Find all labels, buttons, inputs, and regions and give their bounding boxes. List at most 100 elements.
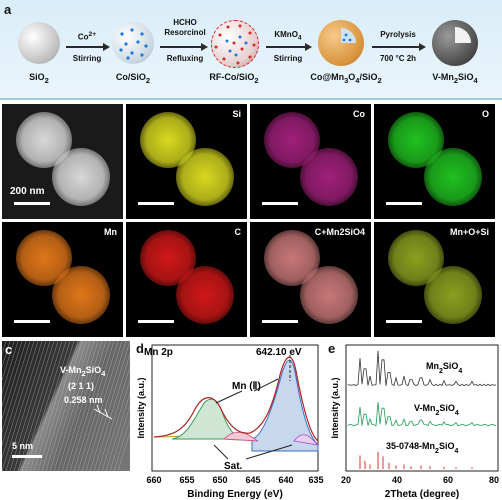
xps-frame bbox=[151, 344, 319, 472]
step2-reagent-2: Resorcinol bbox=[164, 28, 206, 37]
hrtem-d-spacing: 0.258 nm bbox=[64, 395, 103, 405]
eds-map-tile: 200 nm bbox=[2, 104, 123, 219]
eds-map-tile: C bbox=[126, 222, 247, 337]
rf-co-sio2-sphere bbox=[211, 20, 259, 68]
xrd-trace-v-mn2sio4 bbox=[347, 402, 497, 427]
xps-xtick: 635 bbox=[308, 475, 323, 485]
hrtem-scalebar bbox=[12, 455, 42, 458]
eds-element-label: C+Mn2SiO4 bbox=[314, 227, 365, 237]
material-label-rf: RF-Co/SiO2 bbox=[209, 72, 259, 85]
xps-xlabel: Binding Energy (eV) bbox=[187, 489, 283, 500]
step2-reagent-1: HCHO bbox=[173, 18, 197, 27]
xrd-xtick: 20 bbox=[341, 475, 351, 485]
eds-scalebar bbox=[386, 320, 422, 323]
xrd-xtick: 80 bbox=[489, 475, 499, 485]
step4-condition: 700 °C 2h bbox=[379, 54, 417, 63]
hrtem-image: c V-Mn2SiO4 (2 1 1) 0.258 nm 5 nm bbox=[2, 341, 130, 471]
eds-scalebar bbox=[262, 202, 298, 205]
panel-label-c: c bbox=[5, 342, 13, 357]
particle bbox=[424, 266, 482, 324]
v-mn2sio4-sphere bbox=[432, 20, 478, 66]
panel-label-e: e bbox=[328, 341, 336, 356]
mn-arrow-right bbox=[253, 378, 279, 392]
step3-condition: Stirring bbox=[273, 54, 303, 63]
hollow-cutaway bbox=[455, 27, 471, 43]
eds-map-tile: Co bbox=[250, 104, 371, 219]
sat-arrow-left bbox=[213, 444, 229, 460]
co-mn3o4-sio2-sphere bbox=[318, 20, 364, 66]
xps-envelope bbox=[153, 356, 319, 442]
eds-scalebar-label: 200 nm bbox=[10, 186, 45, 197]
step1-reagent: Co2+ bbox=[77, 31, 97, 42]
core-cutaway bbox=[341, 28, 356, 43]
eds-element-label: Si bbox=[232, 109, 241, 119]
eds-element-label: Mn+O+Si bbox=[449, 227, 489, 237]
xps-chart: Mn 2p 642.10 eV Mn (Ⅱ) Sat. 660 655 650 … bbox=[136, 344, 324, 500]
sat-arrow-right bbox=[245, 444, 293, 460]
eds-element-label: O bbox=[481, 109, 489, 119]
step1-arrow bbox=[66, 43, 110, 51]
xrd-trace-mn2sio4 bbox=[347, 350, 497, 387]
eds-element-label: C bbox=[234, 227, 242, 237]
eds-map-tile: O bbox=[374, 104, 495, 219]
hrtem-phase: V-Mn2SiO4 bbox=[60, 365, 106, 378]
rf-dots bbox=[214, 24, 256, 65]
xrd-label-v-mn2sio4: V-Mn2SiO4 bbox=[414, 403, 459, 417]
eds-map-tile: Mn bbox=[2, 222, 123, 337]
xrd-reference-bars bbox=[359, 451, 473, 469]
eds-element-label: Co bbox=[353, 109, 365, 119]
xrd-chart: Mn2SiO4 V-Mn2SiO4 35-0748-Mn2SiO4 20 40 … bbox=[330, 344, 499, 500]
step2-arrow bbox=[160, 43, 208, 51]
xps-xtick: 650 bbox=[212, 475, 227, 485]
eds-scalebar bbox=[138, 320, 174, 323]
particle bbox=[176, 148, 234, 206]
xps-xtick: 640 bbox=[278, 475, 293, 485]
step2-condition: Refluxing bbox=[166, 54, 204, 63]
material-label-sio2: SiO2 bbox=[29, 72, 49, 85]
xrd-xtick: 60 bbox=[443, 475, 453, 485]
xps-xtick: 660 bbox=[146, 475, 161, 485]
particle bbox=[52, 266, 110, 324]
step4-arrow bbox=[372, 43, 426, 51]
eds-map-tile: C+Mn2SiO4 bbox=[250, 222, 371, 337]
material-label-co-mn3o4: Co@Mn3O4/SiO2 bbox=[310, 72, 382, 85]
xrd-label-mn2sio4: Mn2SiO4 bbox=[426, 361, 462, 375]
xps-peak-2p32 bbox=[251, 359, 319, 452]
eds-map-tile: Si bbox=[126, 104, 247, 219]
eds-scalebar bbox=[14, 202, 50, 205]
xps-mn-label: Mn (Ⅱ) bbox=[232, 381, 261, 392]
panel-label-d: d bbox=[136, 341, 144, 356]
xps-ylabel: Intensity (a.u.) bbox=[136, 377, 146, 438]
xps-xtick: 645 bbox=[245, 475, 260, 485]
xps-xtick: 655 bbox=[179, 475, 194, 485]
eds-scalebar bbox=[14, 320, 50, 323]
eds-map-tile: Mn+O+Si bbox=[374, 222, 495, 337]
eds-scalebar bbox=[138, 202, 174, 205]
particle bbox=[424, 148, 482, 206]
xrd-xlabel: 2Theta (degree) bbox=[385, 489, 459, 500]
lattice-fringes bbox=[2, 341, 130, 471]
sio2-sphere bbox=[18, 22, 60, 64]
mn-arrow-left bbox=[215, 390, 243, 404]
xps-sat-label: Sat. bbox=[224, 461, 243, 472]
xrd-label-reference: 35-0748-Mn2SiO4 bbox=[386, 441, 458, 455]
co-dots bbox=[119, 28, 148, 60]
particle bbox=[300, 266, 358, 324]
material-label-co-sio2: Co/SiO2 bbox=[115, 72, 151, 85]
hrtem-plane: (2 1 1) bbox=[68, 381, 95, 391]
xps-peak-label: 642.10 eV bbox=[256, 347, 302, 358]
material-label-v-mn2sio4: V-Mn2SiO4 bbox=[432, 72, 478, 85]
xps-satellite-2 bbox=[293, 434, 320, 446]
step1-condition: Stirring bbox=[72, 54, 102, 63]
step3-reagent: KMnO4 bbox=[274, 30, 302, 42]
eds-element-label: Mn bbox=[104, 227, 117, 237]
particle bbox=[176, 266, 234, 324]
particle bbox=[52, 148, 110, 206]
step3-arrow bbox=[266, 43, 312, 51]
hrtem-scalebar-label: 5 nm bbox=[12, 441, 34, 451]
eds-scalebar bbox=[386, 202, 422, 205]
xrd-frame bbox=[345, 344, 499, 472]
xrd-xtick: 40 bbox=[392, 475, 402, 485]
step4-process: Pyrolysis bbox=[380, 30, 416, 39]
panel-label-a: a bbox=[4, 2, 12, 17]
